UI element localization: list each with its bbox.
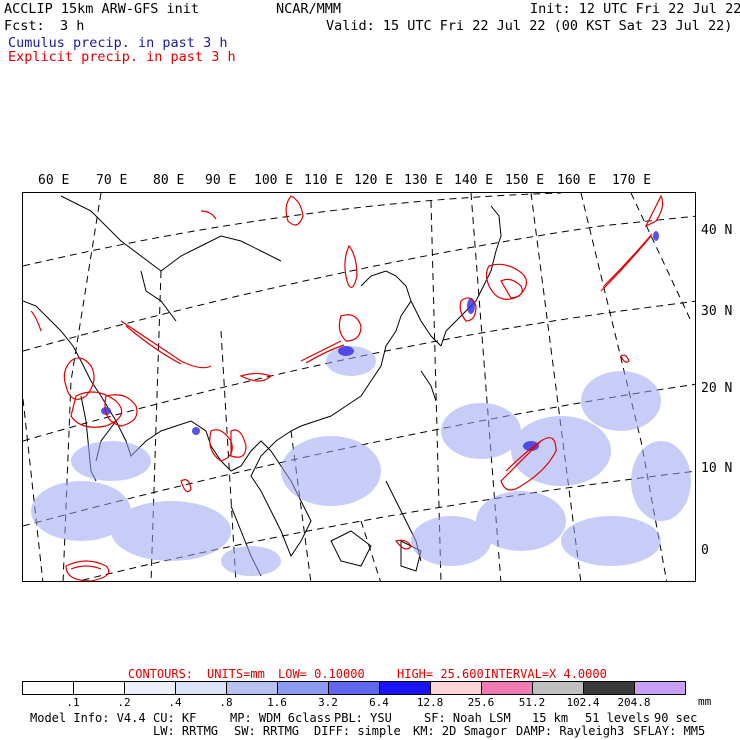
model-title: ACCLIP 15km ARW-GFS init [4, 3, 199, 17]
lon-label: 120 E [354, 173, 393, 188]
colorbar-tick: .1 [66, 696, 79, 709]
lon-label: 80 E [153, 173, 184, 188]
cumulus-precip [31, 346, 691, 576]
valid-time: Valid: 15 UTC Fri 22 Jul 22 (00 KST Sat … [326, 20, 732, 34]
precip-colorbar [22, 681, 686, 695]
colorbar-tick: 1.6 [267, 696, 287, 709]
sflay-scheme: SFLAY: MM5 [633, 725, 705, 737]
cu-scheme: CU: KF [153, 712, 196, 724]
colorbar-tick: .2 [117, 696, 130, 709]
colorbar-cell [329, 682, 380, 694]
mp-scheme: MP: WDM 6class [230, 712, 331, 724]
lat-label: 40 N [701, 223, 732, 238]
init-time: Init: 12 UTC Fri 22 Jul 22 [530, 3, 740, 17]
model-info: Model Info: V4.4 [30, 712, 146, 724]
colorbar-cell [431, 682, 482, 694]
lon-label: 60 E [38, 173, 69, 188]
forecast-label: Fcst: [4, 20, 45, 34]
sw-scheme: SW: RRTMG [234, 725, 299, 737]
center-name: NCAR/MMM [276, 3, 341, 17]
contours-units: UNITS=mm [207, 668, 265, 680]
colorbar-cell [74, 682, 125, 694]
contours-low: LOW= 0.10000 [278, 668, 365, 680]
colorbar-cell [482, 682, 533, 694]
colorbar-tick: 102.4 [566, 696, 599, 709]
precip-map [22, 192, 696, 582]
lat-label: 10 N [701, 461, 732, 476]
lon-label: 70 E [96, 173, 127, 188]
resolution: 15 km [532, 712, 568, 724]
colorbar-cell [278, 682, 329, 694]
forecast-value: 3 h [60, 20, 84, 34]
diff-scheme: DIFF: simple [314, 725, 401, 737]
colorbar-tick: .4 [168, 696, 181, 709]
colorbar-unit: mm [698, 696, 711, 707]
colorbar-cell [380, 682, 431, 694]
colorbar-cell [227, 682, 278, 694]
lw-scheme: LW: RRTMG [153, 725, 218, 737]
timestep: 90 sec [654, 712, 697, 724]
lon-label: 100 E [254, 173, 293, 188]
pbl-scheme: PBL: YSU [334, 712, 392, 724]
colorbar-cell [635, 682, 685, 694]
contours-interval: INTERVAL=X 4.0000 [484, 668, 607, 680]
colorbar-tick: 204.8 [617, 696, 650, 709]
contours-label: CONTOURS: [128, 668, 193, 680]
lat-label: 20 N [701, 381, 732, 396]
colorbar-cell [23, 682, 74, 694]
lat-label: 0 [701, 543, 709, 558]
colorbar-cell [176, 682, 227, 694]
lon-label: 110 E [304, 173, 343, 188]
colorbar-tick: 51.2 [519, 696, 546, 709]
colorbar-cell [584, 682, 635, 694]
lat-label: 30 N [701, 304, 732, 319]
sf-scheme: SF: Noah LSM [424, 712, 511, 724]
explicit-legend: Explicit precip. in past 3 h [8, 51, 236, 65]
colorbar-cell [125, 682, 176, 694]
lon-label: 130 E [404, 173, 443, 188]
colorbar-tick: 25.6 [468, 696, 495, 709]
colorbar-tick: 3.2 [318, 696, 338, 709]
lon-label: 160 E [557, 173, 596, 188]
km-scheme: KM: 2D Smagor [413, 725, 507, 737]
contours-high: HIGH= 25.600 [397, 668, 484, 680]
colorbar-tick: 12.8 [417, 696, 444, 709]
levels: 51 levels [585, 712, 650, 724]
lon-label: 90 E [205, 173, 236, 188]
colorbar-tick: 6.4 [369, 696, 389, 709]
lon-label: 170 E [612, 173, 651, 188]
colorbar-tick: .8 [219, 696, 232, 709]
damp-scheme: DAMP: Rayleigh3 [516, 725, 624, 737]
lon-label: 150 E [505, 173, 544, 188]
colorbar-cell [533, 682, 584, 694]
lon-label: 140 E [454, 173, 493, 188]
